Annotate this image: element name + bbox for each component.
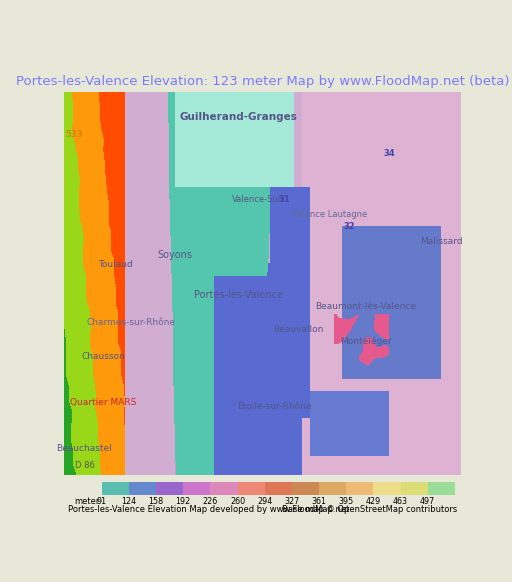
Bar [346,482,373,495]
Text: 533: 533 [65,130,82,139]
Text: 361: 361 [311,496,327,506]
Text: Valence Lautagne: Valence Lautagne [292,210,368,219]
Bar [265,482,292,495]
Text: Charmes-sur-Rhône: Charmes-sur-Rhône [87,318,176,327]
Text: Soyons: Soyons [158,250,193,260]
Text: 158: 158 [148,496,164,506]
Text: 124: 124 [121,496,136,506]
Text: Chausson: Chausson [82,352,125,361]
Bar [238,482,265,495]
Text: Portes-les-Valence Elevation Map developed by www.FloodMap.net: Portes-les-Valence Elevation Map develop… [68,505,349,514]
Text: 463: 463 [393,496,408,506]
Bar [210,482,238,495]
Text: 192: 192 [176,496,191,506]
Text: Malissard: Malissard [420,237,462,246]
Text: 91: 91 [97,496,107,506]
Bar [102,482,129,495]
Text: meter: meter [74,496,100,506]
Bar [400,482,428,495]
Text: 31: 31 [279,195,290,204]
Text: Étoile-sur-Rhône: Étoile-sur-Rhône [237,402,312,411]
Text: 32: 32 [344,222,355,231]
Text: 260: 260 [230,496,245,506]
Text: 429: 429 [366,496,381,506]
Bar [129,482,156,495]
Text: D 86: D 86 [75,462,95,470]
Bar [319,482,346,495]
Bar [428,482,455,495]
Text: Quartier MARS: Quartier MARS [71,398,137,407]
Text: Portes-les-Valence Elevation: 123 meter Map by www.FloodMap.net (beta): Portes-les-Valence Elevation: 123 meter … [16,74,509,87]
Text: Guilherand-Granges: Guilherand-Granges [180,112,297,122]
Bar [373,482,400,495]
Text: 395: 395 [338,496,354,506]
Text: 34: 34 [383,149,395,158]
Text: Beauchastel: Beauchastel [56,444,112,453]
Text: 327: 327 [284,496,300,506]
Text: Portes-lès-Valence: Portes-lès-Valence [194,290,283,300]
Text: Valence-Sud: Valence-Sud [232,195,285,204]
Text: Beaumont-lès-Valence: Beaumont-lès-Valence [315,302,416,311]
Bar [156,482,183,495]
Text: Base map © OpenStreetMap contributors: Base map © OpenStreetMap contributors [282,505,457,514]
Text: 226: 226 [203,496,218,506]
Text: Montéléger: Montéléger [340,336,391,346]
Text: 497: 497 [420,496,435,506]
Text: Toulaud: Toulaud [98,260,133,269]
Text: 294: 294 [257,496,272,506]
Bar [183,482,210,495]
Text: Beauvallon: Beauvallon [273,325,323,334]
Bar [292,482,319,495]
